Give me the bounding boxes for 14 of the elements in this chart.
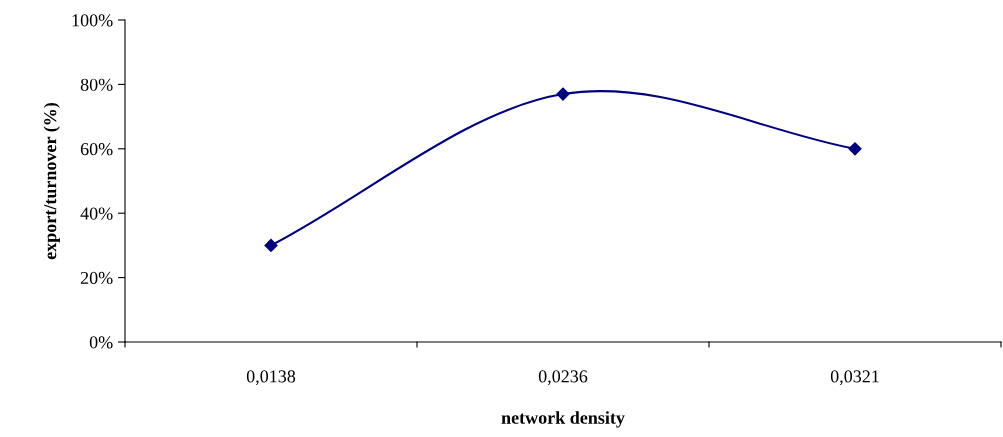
point — [556, 87, 570, 101]
point — [264, 238, 278, 252]
x-tick-label: 0,0138 — [246, 370, 296, 386]
y-tick-label: 0% — [89, 336, 113, 349]
y-tick-label: 100% — [72, 14, 113, 27]
x-tick-label: 0,0236 — [538, 370, 588, 386]
x-axis-title: network density — [501, 411, 625, 428]
y-tick-label: 80% — [80, 78, 113, 91]
x-tick-label: 0,0321 — [830, 370, 879, 386]
point — [848, 142, 862, 156]
y-tick-label: 20% — [80, 271, 113, 285]
y-tick-label: 40% — [80, 207, 113, 220]
y-axis-title: export/turnover (%) — [43, 102, 60, 260]
y-tick-label: 60% — [80, 143, 113, 156]
